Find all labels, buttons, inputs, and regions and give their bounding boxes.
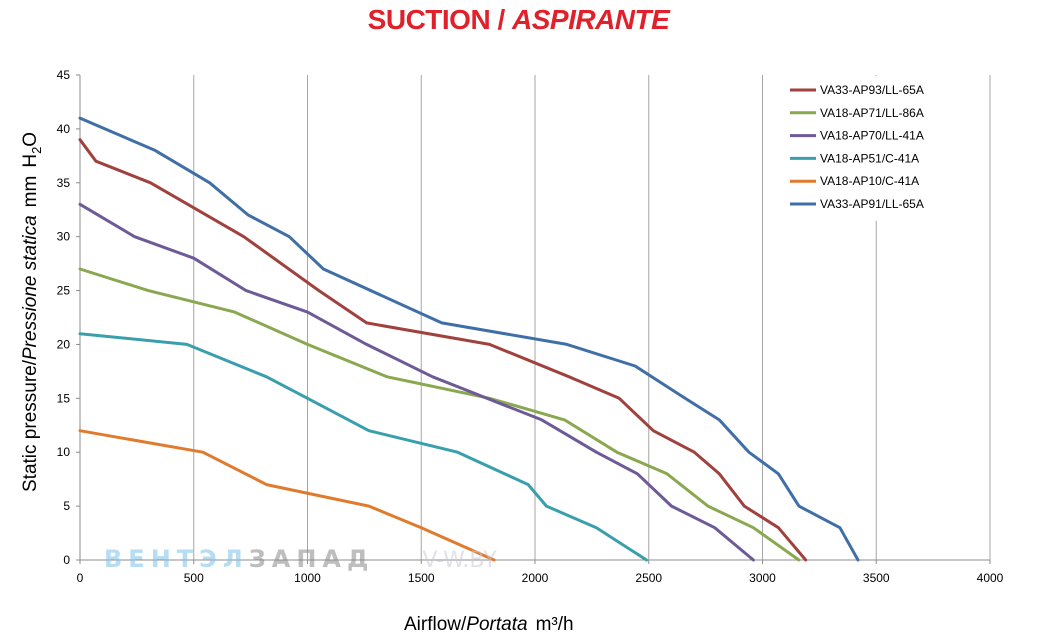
- watermark-part1: ВЕНТЭЛ: [104, 545, 249, 573]
- series-line-3: [78, 202, 755, 562]
- ylabel-static: Static pressure/: [20, 359, 41, 492]
- y-tick-label: 5: [63, 499, 70, 513]
- legend-label: VA18-AP51/C-41A: [820, 151, 919, 165]
- x-tick-label: 1000: [294, 571, 321, 585]
- series-line-2: [78, 267, 801, 562]
- x-tick-label: 3000: [749, 571, 776, 585]
- ylabel-unit: mm: [20, 176, 41, 208]
- legend-label: VA18-AP71/LL-86A: [820, 106, 924, 120]
- series-line-1: [78, 138, 808, 562]
- axes: [76, 74, 991, 564]
- x-tick-label: 500: [184, 571, 204, 585]
- xlabel-unit: m³/h: [536, 614, 574, 635]
- legend-background: [782, 76, 972, 221]
- y-tick-label: 45: [57, 68, 71, 82]
- x-tick-label: 2000: [522, 571, 549, 585]
- ylabel-o: O: [20, 132, 41, 147]
- series-group: [78, 116, 860, 562]
- y-tick-label: 10: [57, 445, 71, 459]
- x-tick-label: 0: [77, 571, 84, 585]
- legend-label: VA33-AP93/LL-65A: [820, 83, 924, 97]
- x-tick-label: 3500: [863, 571, 890, 585]
- chart-title: SUCTION / ASPIRANTE: [0, 4, 1037, 36]
- y-tick-label: 25: [57, 284, 71, 298]
- title-italic: ASPIRANTE: [512, 4, 670, 35]
- y-tick-label: 40: [57, 122, 71, 136]
- legend-label: VA18-AP70/LL-41A: [820, 129, 924, 143]
- x-tick-label: 4000: [977, 571, 1004, 585]
- legend-label: VA18-AP10/C-41A: [820, 174, 919, 188]
- y-tick-label: 20: [57, 337, 71, 351]
- legend: VA33-AP93/LL-65A VA18-AP71/LL-86A VA18-AP7…: [782, 76, 972, 221]
- watermark: ВЕНТЭЛЗАПАД V-W.BY: [104, 545, 497, 573]
- ylabel-h: H: [20, 154, 41, 168]
- title-main: SUCTION /: [367, 4, 506, 35]
- legend-label: VA33-AP91/LL-65A: [820, 197, 924, 211]
- tick-labels: 0 5 10 15 20 25 30 35 40 45 0 500 1000 1500 2000 2500 30…: [57, 68, 1004, 585]
- series-line-6: [78, 116, 860, 562]
- ylabel-italic: Pressione statica: [20, 215, 41, 360]
- y-axis-label: Static pressure/Pressione statica mm H2O: [20, 132, 44, 492]
- y-tick-label: 15: [57, 391, 71, 405]
- x-tick-label: 2500: [635, 571, 662, 585]
- xlabel-italic: Portata: [466, 614, 527, 635]
- ylabel-sub: 2: [29, 147, 44, 154]
- watermark-part2: ЗАПАД: [248, 545, 375, 573]
- xlabel-airflow: Airflow/: [404, 614, 467, 635]
- series-line-5: [78, 429, 496, 562]
- watermark-part3: V-W.BY: [422, 548, 497, 573]
- x-axis-label: Airflow/Portata m³/h: [404, 614, 574, 635]
- y-tick-label: 35: [57, 176, 71, 190]
- y-tick-label: 0: [63, 553, 70, 567]
- series-line-4: [78, 332, 648, 562]
- y-tick-label: 30: [57, 230, 71, 244]
- x-tick-label: 1500: [408, 571, 435, 585]
